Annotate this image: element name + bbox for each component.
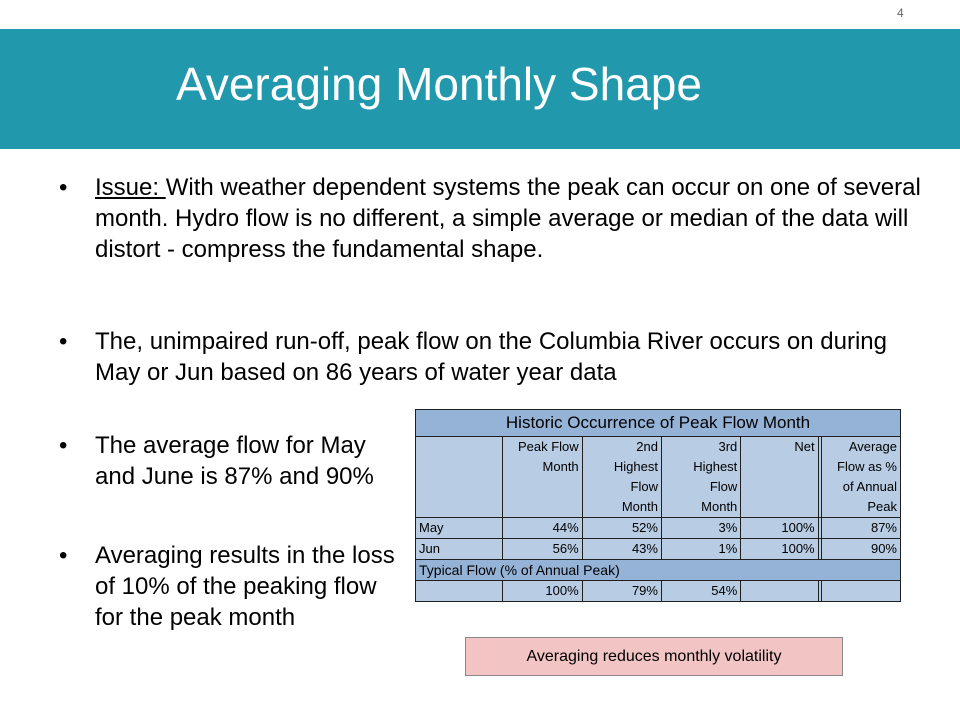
header-line: Average [848, 439, 897, 454]
header-line: Month [621, 499, 658, 514]
bullet-dot: • [59, 542, 68, 569]
bullet-dot: • [59, 432, 68, 459]
table-header-row: Peak Flow Month 2nd Highest Flow Month 3… [414, 436, 902, 518]
header-line: Flow as % [837, 459, 897, 474]
header-line: Month [701, 499, 738, 514]
table-row: 100% 79% 54% [414, 580, 902, 602]
table-cell: 43% [581, 538, 662, 560]
header-line [506, 497, 578, 517]
table-cell: 79% [581, 580, 662, 602]
header-line: Month [542, 459, 579, 474]
table-row: May 44% 52% 3% 100% 87% [414, 517, 902, 539]
table-cell: 3% [660, 517, 742, 539]
header-3rd-highest: 3rd Highest Flow Month [660, 436, 742, 518]
header-line: 2nd [636, 439, 658, 454]
table-section-row: Typical Flow (% of Annual Peak) [415, 559, 901, 581]
peak-flow-text: The, unimpaired run-off, peak flow on th… [95, 328, 887, 386]
issue-text: With weather dependent systems the peak … [95, 174, 921, 263]
slide-title: Averaging Monthly Shape [176, 58, 702, 110]
header-line: Net [794, 439, 815, 454]
table-cell: 100% [502, 580, 583, 602]
bullet-averaging-loss: • Averaging results in the loss of 10% o… [59, 540, 405, 633]
row-label [414, 580, 504, 602]
issue-label: Issue: [95, 174, 166, 201]
title-bar: Averaging Monthly Shape [0, 29, 960, 149]
header-peak-flow: Peak Flow Month [502, 436, 583, 518]
header-line: Flow [630, 479, 658, 494]
callout-box: Averaging reduces monthly volatility [465, 637, 843, 676]
table-cell [740, 580, 819, 602]
header-line [506, 477, 578, 497]
table-cell: 56% [502, 538, 583, 560]
table-cell: 100% [740, 517, 819, 539]
table-cell: 100% [740, 538, 819, 560]
averaging-loss-text: Averaging results in the loss of 10% of … [95, 542, 395, 631]
peak-flow-table: Historic Occurrence of Peak Flow Month P… [414, 409, 902, 602]
header-line: Flow [709, 479, 738, 494]
table-cell: 1% [660, 538, 742, 560]
table-title: Historic Occurrence of Peak Flow Month [415, 409, 901, 437]
table-cell: 54% [660, 580, 742, 602]
header-empty-cell [414, 436, 504, 518]
table-row: Jun 56% 43% 1% 100% 90% [414, 538, 902, 560]
section-label: Typical Flow (% of Annual Peak) [415, 559, 901, 581]
header-line: of Annual [842, 479, 897, 494]
bullet-dot: • [59, 174, 68, 201]
header-2nd-highest: 2nd Highest Flow Month [581, 436, 662, 518]
bullet-dot: • [59, 328, 68, 355]
header-line: Peak [867, 499, 897, 514]
row-label: Jun [414, 538, 504, 560]
header-average-flow: Average Flow as % of Annual Peak [820, 436, 902, 518]
bullet-peak-flow: • The, unimpaired run-off, peak flow on … [59, 326, 925, 388]
bullet-issue: • Issue: With weather dependent systems … [59, 172, 925, 265]
table-cell: 44% [502, 517, 583, 539]
header-line: Highest [693, 459, 738, 474]
header-net: Net [740, 436, 819, 518]
table-cell: 90% [820, 538, 902, 560]
header-line: 3rd [718, 439, 738, 454]
slide-number: 4 [897, 6, 904, 20]
table-cell: 87% [820, 517, 902, 539]
table-cell [820, 580, 902, 602]
header-line: Highest [613, 459, 658, 474]
header-line: Peak Flow [517, 439, 579, 454]
average-flow-text: The average flow for May and June is 87%… [95, 432, 374, 490]
row-label: May [414, 517, 504, 539]
bullet-average-flow: • The average flow for May and June is 8… [59, 430, 395, 492]
table-cell: 52% [581, 517, 662, 539]
